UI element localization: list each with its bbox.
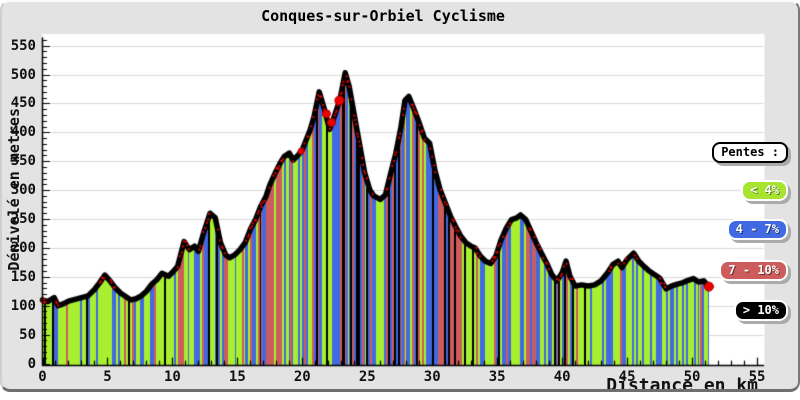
x-tick-25: 25	[358, 369, 376, 385]
y-tick-450: 450	[10, 95, 36, 112]
x-tick-35: 35	[488, 369, 506, 385]
x-tick-55: 55	[748, 369, 766, 385]
y-tick-200: 200	[10, 239, 36, 256]
legend-badge-4-7pct[interactable]: 4 - 7%	[726, 219, 788, 240]
y-tick-400: 400	[10, 124, 36, 141]
y-tick-250: 250	[10, 211, 36, 227]
x-tick-20: 20	[293, 369, 311, 385]
legend-title: Pentes :	[712, 142, 788, 163]
legend-badge-over-10pct[interactable]: > 10%	[733, 300, 788, 321]
chart-title: Conques-sur-Orbiel Cyclisme	[261, 7, 505, 25]
legend-badge-7-10pct[interactable]: 7 - 10%	[719, 260, 788, 281]
y-tick-0: 0	[27, 355, 36, 372]
x-tick-40: 40	[553, 369, 571, 385]
y-tick-150: 150	[10, 268, 36, 285]
y-tick-100: 100	[10, 297, 36, 314]
elevation-chart-canvas	[2, 2, 798, 389]
y-tick-50: 50	[19, 326, 36, 343]
x-tick-5: 5	[103, 369, 112, 385]
x-tick-45: 45	[618, 369, 636, 385]
y-axis-label: Dénivelé en metres	[5, 108, 23, 271]
y-tick-550: 550	[10, 37, 36, 54]
x-tick-10: 10	[163, 369, 181, 385]
x-tick-0: 0	[38, 369, 47, 385]
x-tick-15: 15	[228, 369, 246, 385]
x-tick-50: 50	[683, 369, 701, 385]
legend-badge-under-4pct[interactable]: < 4%	[741, 180, 788, 201]
x-axis-label: Distance en km	[606, 375, 758, 392]
y-tick-300: 300	[10, 182, 36, 199]
y-tick-500: 500	[10, 66, 36, 83]
x-tick-30: 30	[423, 369, 441, 385]
y-tick-350: 350	[10, 153, 36, 170]
